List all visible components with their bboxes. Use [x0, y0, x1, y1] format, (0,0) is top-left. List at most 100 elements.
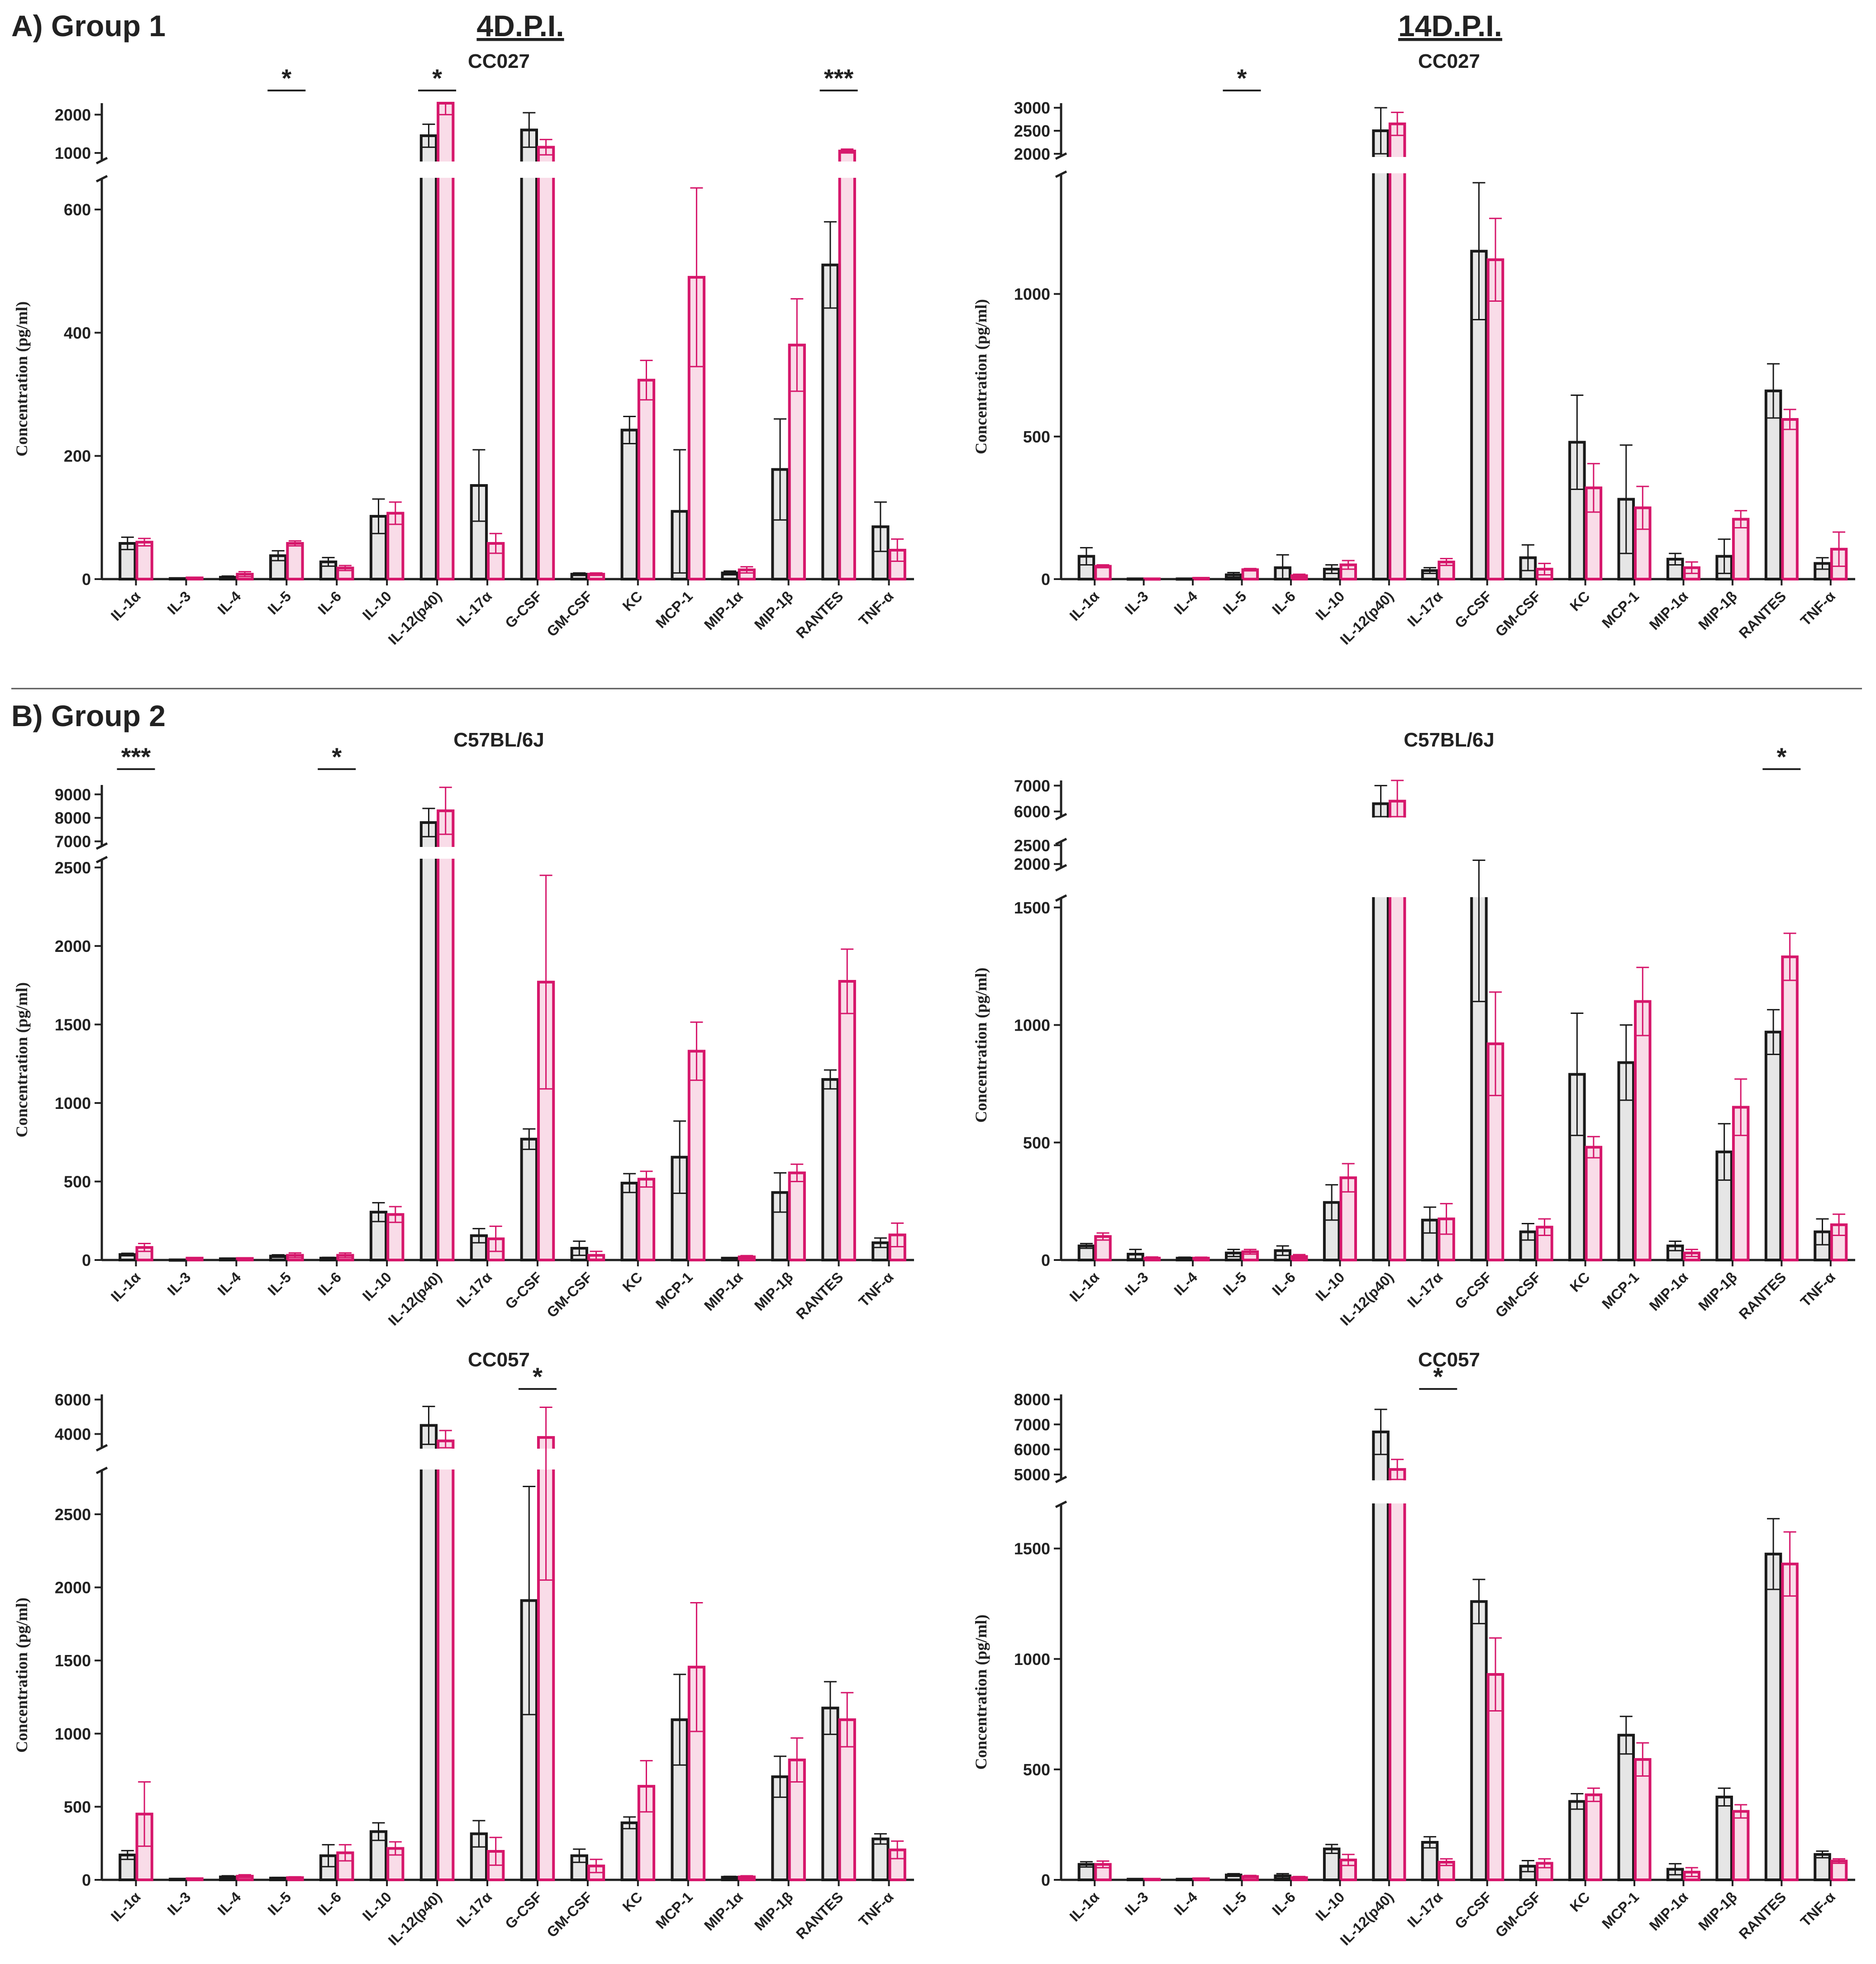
x-tick-label: GM-CSF: [543, 1888, 595, 1940]
x-tick-label: GM-CSF: [1492, 588, 1544, 640]
bar-group-b: [1585, 1793, 1603, 1881]
bar-break-gap: [1371, 157, 1390, 173]
bar-break-gap: [436, 162, 456, 178]
y-tick-label: 7000: [55, 832, 91, 851]
x-tick-label: MIP-1β: [1695, 1888, 1740, 1934]
axis-break-mark: [95, 157, 108, 165]
bar-group-b: [788, 1171, 806, 1261]
y-tick-label: 2000: [55, 1579, 91, 1597]
y-tick-label: 8000: [55, 809, 91, 827]
bar-group-a: [1764, 1552, 1782, 1882]
bar-group-b: [537, 146, 555, 581]
significance-marker: *: [432, 64, 442, 92]
x-tick-label: IL-17α: [1404, 1269, 1446, 1310]
y-tick-label: 1000: [55, 1725, 91, 1743]
x-tick-label: KC: [1567, 1269, 1593, 1295]
x-tick-label: IL-6: [1269, 1888, 1299, 1918]
bar-group-b: [437, 1439, 455, 1881]
y-tick-label: 0: [1041, 1871, 1050, 1889]
bar-break-gap: [419, 1449, 439, 1469]
bar-group-b: [1781, 955, 1799, 1261]
bar-group-b: [838, 980, 856, 1262]
x-tick-label: TNF-α: [856, 1269, 897, 1310]
x-tick-label: MIP-1α: [701, 588, 746, 633]
chart-title: CC027: [468, 50, 530, 72]
y-tick-label: 6000: [1014, 803, 1050, 821]
x-tick-label: IL-12(p40): [1337, 588, 1396, 647]
y-tick-label: 6000: [55, 1390, 91, 1409]
y-tick-label: 1500: [1014, 1540, 1050, 1558]
column-14dpi-title: 14D.P.I.: [1398, 9, 1502, 43]
y-tick-label: 400: [64, 323, 91, 342]
x-tick-label: TNF-α: [856, 1888, 897, 1930]
x-tick-label: IL-5: [265, 588, 295, 618]
x-tick-label: RANTES: [1736, 1269, 1789, 1322]
y-tick-label: 5000: [1014, 1465, 1050, 1484]
x-tick-label: MCP-1: [652, 1269, 696, 1312]
bar-break-gap: [536, 162, 556, 178]
bar-break-gap: [1371, 869, 1390, 897]
x-tick-label: TNF-α: [1797, 588, 1838, 629]
y-tick-label: 1500: [1014, 899, 1050, 917]
bar-group-a: [520, 128, 538, 580]
bar-break-gap: [837, 162, 857, 178]
x-tick-label: MCP-1: [652, 1888, 696, 1932]
significance-marker: *: [1433, 1362, 1443, 1391]
axis-break-mark: [95, 842, 108, 850]
significance-marker: *: [1776, 742, 1786, 771]
x-tick-label: GM-CSF: [1492, 1888, 1544, 1940]
section-a-label: A) Group 1: [11, 9, 166, 43]
chart-title: C57BL/6J: [1404, 729, 1495, 751]
y-tick-label: 1500: [55, 1015, 91, 1034]
x-tick-label: GM-CSF: [543, 588, 595, 640]
chart-2: CC027 Concentration (pg/ml) 0 500 1000 2000 25…: [972, 50, 1855, 648]
x-tick-label: G-CSF: [502, 588, 545, 631]
y-tick-label: 500: [1023, 428, 1050, 446]
x-tick-label: IL-5: [1220, 1269, 1250, 1298]
y-tick-label: 7000: [1014, 776, 1050, 795]
x-tick-label: G-CSF: [1452, 1269, 1495, 1312]
bar-group-b: [1388, 1468, 1406, 1881]
x-tick-label: IL-17α: [453, 1888, 495, 1930]
x-tick-label: IL-4: [214, 1888, 244, 1918]
chart-6: CC057 Concentration (pg/ml) 0 500 1000 1500 50…: [972, 1349, 1855, 1949]
x-tick-label: IL-17α: [453, 1269, 495, 1310]
y-tick-label: 500: [64, 1172, 91, 1191]
x-tick-label: IL-10: [359, 1888, 395, 1924]
x-tick-label: KC: [1567, 1888, 1593, 1915]
bar-break-gap: [519, 162, 539, 178]
bar-group-a: [620, 428, 638, 580]
bar-group-a: [419, 134, 438, 580]
bar-group-a: [620, 1821, 638, 1882]
bar-group-a: [1715, 1795, 1733, 1882]
y-tick-label: 1000: [1014, 285, 1050, 304]
y-tick-label: 200: [64, 447, 91, 466]
x-tick-label: MCP-1: [1599, 1269, 1642, 1312]
y-tick-label: 4000: [55, 1425, 91, 1444]
bar-group-b: [687, 1050, 706, 1262]
x-tick-label: IL-4: [1171, 588, 1200, 618]
x-tick-label: IL-6: [314, 1269, 344, 1298]
bar-break-gap: [1371, 1480, 1390, 1503]
x-tick-label: G-CSF: [1452, 588, 1495, 631]
y-tick-label: 1000: [1014, 1650, 1050, 1669]
bar-group-a: [1568, 1800, 1586, 1882]
y-tick-label: 2000: [55, 937, 91, 956]
bar-break-gap: [1387, 818, 1407, 841]
chart-3: C57BL/6J Concentration (pg/ml) 0 500 1000 150…: [13, 729, 914, 1329]
y-tick-label: 2000: [1014, 855, 1050, 874]
x-tick-label: KC: [619, 588, 646, 614]
bar-group-b: [637, 1178, 656, 1261]
bar-break-gap: [419, 162, 439, 178]
x-tick-label: IL-10: [1312, 1888, 1347, 1924]
x-tick-label: IL-12(p40): [1337, 1888, 1396, 1948]
x-tick-label: IL-6: [314, 1888, 344, 1918]
x-tick-label: MIP-1β: [751, 588, 796, 633]
chart-title: CC027: [1418, 50, 1480, 72]
axis-break-mark: [1055, 864, 1067, 872]
x-tick-label: GM-CSF: [543, 1269, 595, 1321]
bar-group-a: [871, 1837, 890, 1881]
axis-break-mark: [1055, 813, 1067, 821]
x-tick-label: TNF-α: [1797, 1888, 1838, 1930]
